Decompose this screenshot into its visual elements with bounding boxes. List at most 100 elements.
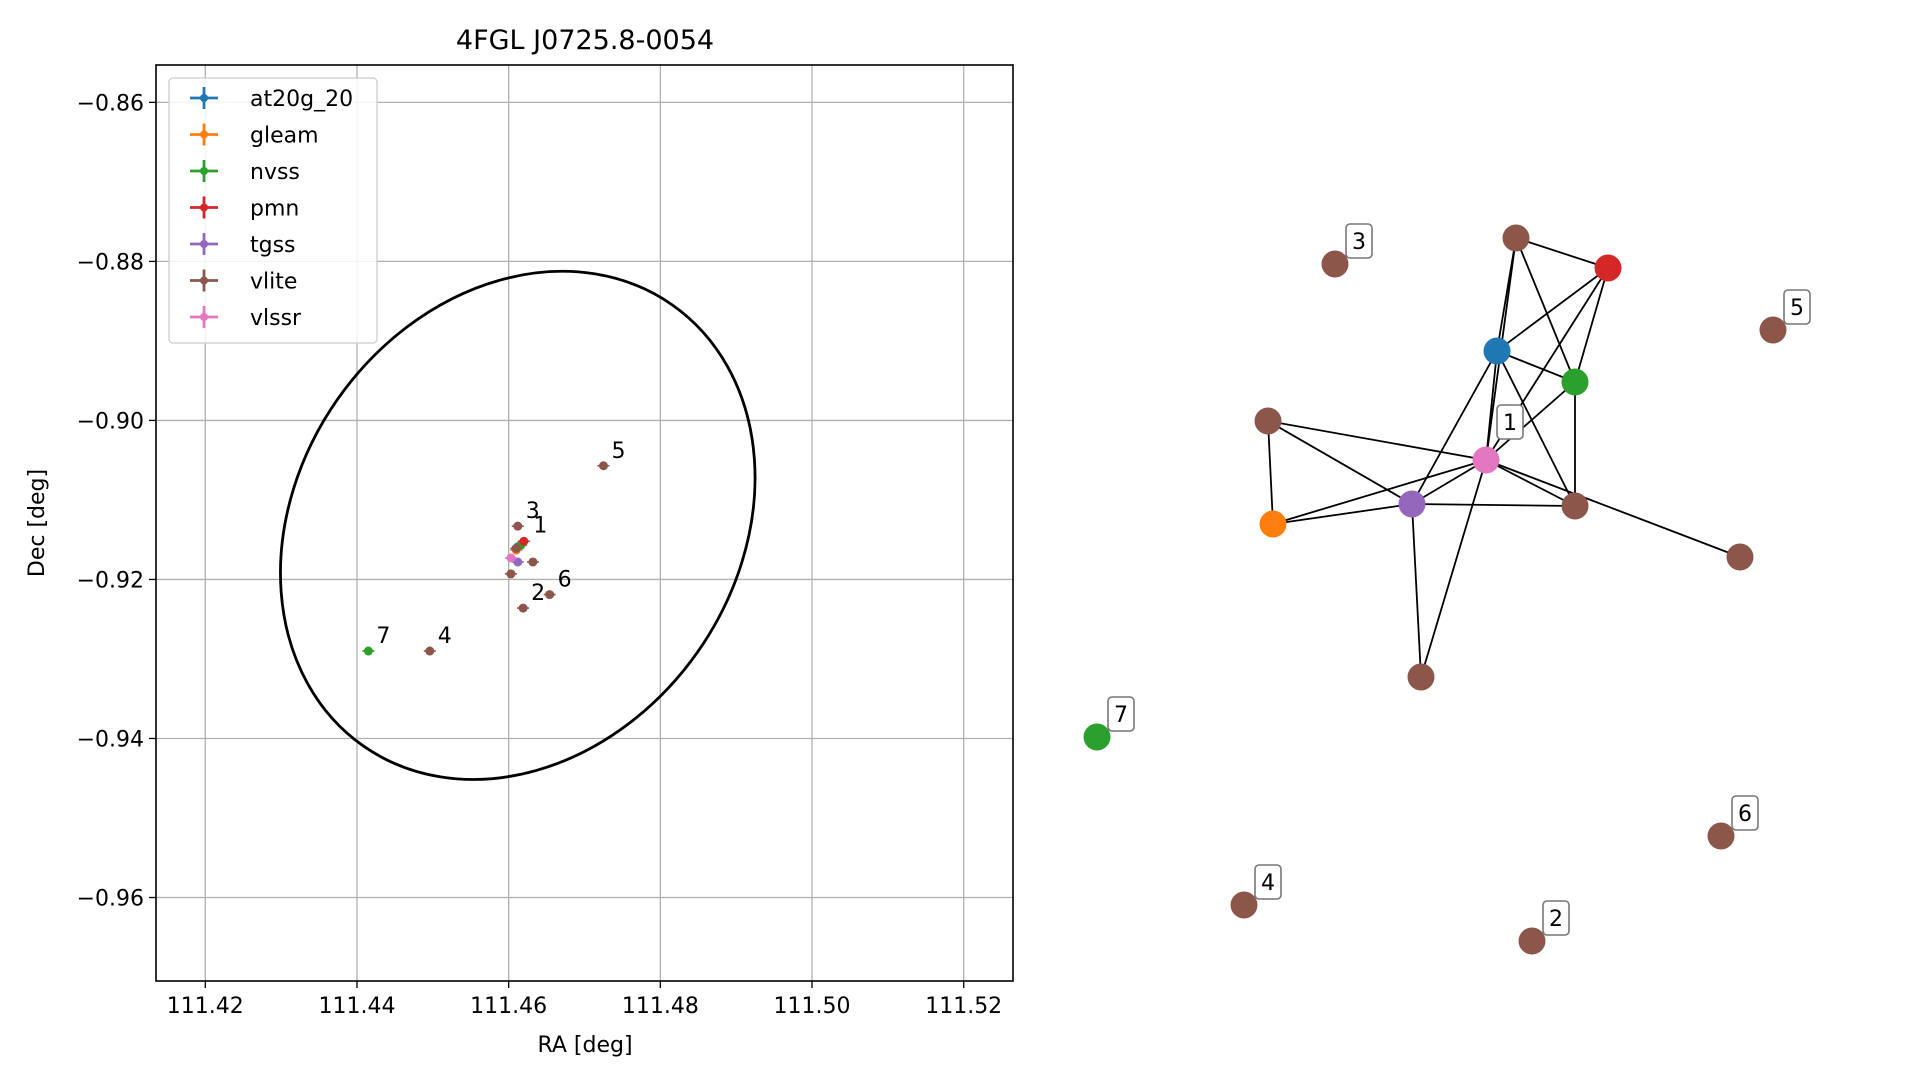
graph-edge bbox=[1272, 459, 1487, 525]
y-tick-label: −0.94 bbox=[77, 727, 144, 752]
graph-node-v_right bbox=[1726, 543, 1754, 571]
data-point-vlssr bbox=[504, 553, 517, 563]
graph-nodes bbox=[1083, 224, 1787, 955]
point-annotations: 1 2 3 4 5 6 7 bbox=[376, 439, 625, 649]
x-tick-label: 111.48 bbox=[622, 994, 699, 1019]
graph-node-pmn bbox=[1594, 254, 1622, 282]
graph-node-labels: 3 5 7 6 4 2 1 bbox=[1107, 223, 1811, 936]
svg-text:1: 1 bbox=[1503, 411, 1517, 436]
graph-edge bbox=[1267, 420, 1487, 461]
graph-edge bbox=[1411, 503, 1422, 678]
graph-node-label: 5 bbox=[1783, 289, 1811, 325]
data-point-vlite bbox=[510, 543, 523, 553]
legend-label: nvss bbox=[250, 160, 300, 185]
y-axis-label: Dec [deg] bbox=[25, 469, 50, 577]
x-tick-label: 111.50 bbox=[774, 994, 851, 1019]
data-point-vlite bbox=[423, 646, 436, 656]
svg-text:5: 5 bbox=[1790, 296, 1804, 321]
data-point-vlite bbox=[511, 521, 524, 531]
graph-edge bbox=[1272, 503, 1413, 525]
graph-edge bbox=[1485, 459, 1741, 558]
svg-text:3: 3 bbox=[1352, 230, 1366, 255]
graph-node-label: 4 bbox=[1254, 864, 1282, 900]
graph-node-n7 bbox=[1083, 723, 1111, 751]
x-tick-label: 111.42 bbox=[167, 994, 244, 1019]
svg-text:7: 7 bbox=[1114, 703, 1128, 728]
legend-item-tgss: tgss bbox=[190, 233, 296, 258]
error-ellipse bbox=[279, 269, 757, 781]
x-axis-label: RA [deg] bbox=[537, 1033, 632, 1058]
graph-edges bbox=[1267, 237, 1741, 678]
graph-edge bbox=[1515, 237, 1609, 269]
confidence-ellipse bbox=[279, 269, 757, 781]
graph-edge bbox=[1485, 459, 1576, 507]
legend-item-nvss: nvss bbox=[190, 160, 300, 185]
graph-node-tgss bbox=[1398, 490, 1426, 518]
graph-node-v_low bbox=[1407, 663, 1435, 691]
y-tick-label: −0.92 bbox=[77, 568, 144, 593]
plot-frame bbox=[155, 64, 1014, 982]
point-annotation: 2 bbox=[531, 581, 545, 606]
graph-node-label: 3 bbox=[1345, 223, 1373, 259]
y-tick-label: −0.96 bbox=[77, 887, 144, 912]
graph-node-at20g bbox=[1483, 337, 1511, 365]
data-point-vlite bbox=[597, 461, 610, 471]
svg-text:4: 4 bbox=[1261, 871, 1275, 896]
data-point-nvss bbox=[362, 646, 375, 656]
point-annotation: 1 bbox=[533, 513, 547, 538]
point-annotation: 3 bbox=[526, 499, 540, 524]
axis-ticks: 111.42 111.44 111.46 111.48 111.50 111.52 −0.8… bbox=[77, 91, 1003, 1019]
legend-label: vlite bbox=[250, 270, 297, 295]
graph-node-nvss bbox=[1561, 368, 1589, 396]
x-tick-label: 111.46 bbox=[470, 994, 547, 1019]
graph-edge bbox=[1496, 267, 1609, 352]
chart-title: 4FGL J0725.8-0054 bbox=[456, 25, 714, 56]
network-graph: 3 5 7 6 4 2 1 bbox=[1083, 223, 1811, 955]
point-annotation: 7 bbox=[376, 624, 390, 649]
graph-node-gleam bbox=[1259, 510, 1287, 538]
graph-node-v_left bbox=[1254, 407, 1282, 435]
graph-edge bbox=[1574, 267, 1609, 383]
graph-node-label: 6 bbox=[1731, 795, 1759, 831]
graph-node-n3 bbox=[1321, 250, 1349, 278]
graph-edge bbox=[1411, 459, 1487, 505]
data-point-tgss bbox=[511, 557, 524, 567]
data-point-vlite bbox=[526, 557, 539, 567]
legend-label: tgss bbox=[250, 233, 296, 258]
y-tick-label: −0.88 bbox=[77, 250, 144, 275]
graph-edge bbox=[1496, 350, 1576, 507]
graph-edge bbox=[1267, 420, 1274, 525]
legend-label: pmn bbox=[250, 197, 299, 222]
svg-text:2: 2 bbox=[1549, 907, 1563, 932]
data-point-vlite bbox=[504, 569, 517, 579]
graph-node-n6 bbox=[1707, 822, 1735, 850]
point-annotation: 5 bbox=[611, 439, 625, 464]
graph-node-v_mid bbox=[1561, 492, 1589, 520]
y-tick-label: −0.90 bbox=[77, 409, 144, 434]
legend-item-vlssr: vlssr bbox=[190, 306, 302, 331]
svg-text:6: 6 bbox=[1738, 802, 1752, 827]
graph-edge bbox=[1411, 503, 1576, 507]
graph-node-n5 bbox=[1759, 316, 1787, 344]
legend-box bbox=[168, 77, 378, 344]
graph-node-n4 bbox=[1230, 891, 1258, 919]
graph-node-vlssr bbox=[1472, 446, 1500, 474]
graph-edge bbox=[1515, 237, 1576, 383]
data-point-pmn bbox=[517, 536, 530, 546]
graph-edge bbox=[1496, 350, 1576, 383]
graph-node-label: 1 bbox=[1496, 404, 1524, 440]
legend-label: vlssr bbox=[250, 306, 302, 331]
y-tick-label: −0.86 bbox=[77, 91, 144, 116]
legend-label: at20g_20 bbox=[250, 87, 353, 112]
graph-edge bbox=[1485, 350, 1498, 461]
graph-edge bbox=[1420, 459, 1487, 678]
legend-item-pmn: pmn bbox=[190, 196, 299, 222]
data-point-vlite bbox=[543, 590, 556, 600]
graph-node-label: 2 bbox=[1542, 900, 1570, 936]
graph-edge bbox=[1485, 381, 1576, 461]
graph-node-label: 7 bbox=[1107, 696, 1135, 732]
point-annotation: 6 bbox=[558, 568, 572, 593]
